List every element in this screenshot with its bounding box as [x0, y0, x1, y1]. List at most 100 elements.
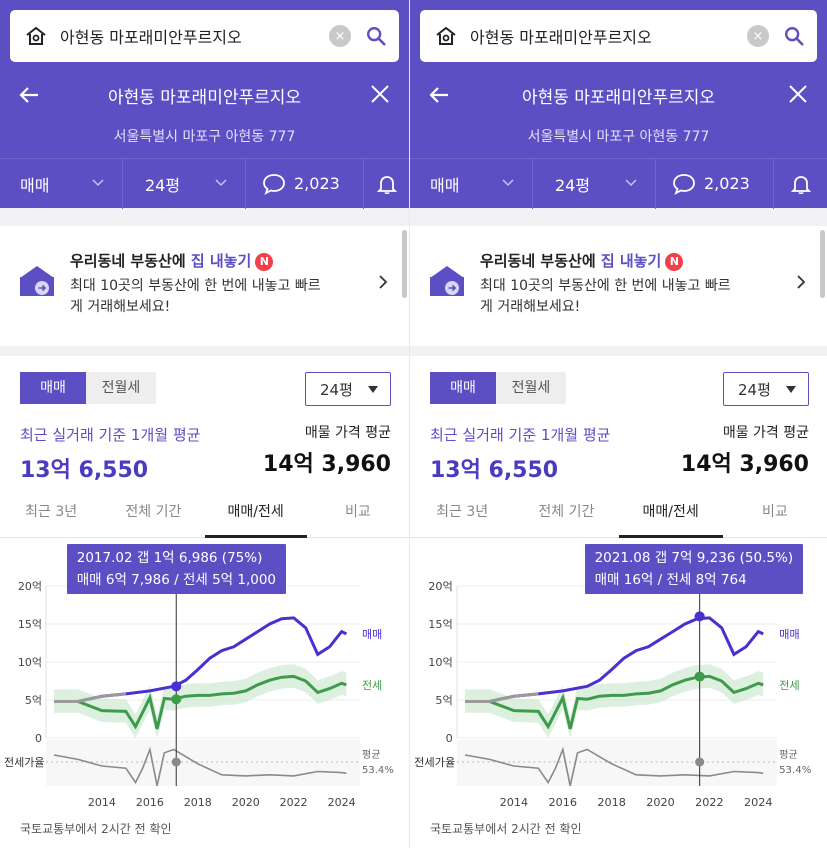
- app-panel-left: 아현동 마포래미안푸르지오 × 아현동 마포래미안푸르지오 서울특별시 마포구 …: [0, 0, 409, 848]
- address-text: 서울특별시 마포구 아현동 777: [113, 129, 296, 145]
- ratio-band: [46, 740, 360, 786]
- speech-bubble-icon: [673, 173, 695, 195]
- x-tick-label: 2016: [549, 796, 578, 809]
- deal-type-dropdown[interactable]: 매매: [410, 158, 533, 209]
- size-dropdown[interactable]: 24평: [533, 158, 656, 209]
- search-bar[interactable]: 아현동 마포래미안푸르지오 ×: [10, 10, 399, 62]
- recent-average-value: 13억 6,550: [20, 458, 149, 483]
- x-tick-label: 2022: [695, 796, 724, 809]
- chart-tooltip: 2017.02 갭 1억 6,986 (75%) 매매 6억 7,986 / 전세…: [66, 544, 287, 594]
- size-select[interactable]: 24평: [723, 372, 809, 406]
- sale-series-label: 매매: [779, 628, 800, 641]
- tab-sale-jeonse[interactable]: 매매/전세: [618, 490, 724, 538]
- listing-average-value: 14억 3,960: [680, 452, 809, 477]
- close-icon[interactable]: [787, 83, 809, 105]
- house-icon: [430, 266, 464, 296]
- y-tick-label: 10억: [428, 656, 453, 669]
- x-tick-label: 2024: [744, 796, 773, 809]
- size-select[interactable]: 24평: [305, 372, 391, 406]
- tab-all-period[interactable]: 전체 기간: [125, 504, 182, 520]
- tab-compare[interactable]: 비교: [344, 504, 371, 520]
- chevron-right-icon: [797, 275, 806, 289]
- home-icon: [436, 26, 456, 45]
- price-chart[interactable]: 20억 15억 10억 5억 0 전세가율 평균 53.4% 2014 2016 2018 2020 2…: [410, 538, 827, 838]
- dropdown-triangle-icon: [786, 386, 796, 393]
- ratio-average-label: 평균: [779, 749, 798, 761]
- search-input[interactable]: 아현동 마포래미안푸르지오: [60, 28, 242, 47]
- clear-icon[interactable]: ×: [329, 25, 351, 47]
- tab-recent-3y[interactable]: 최근 3년: [436, 504, 489, 520]
- home-icon: [26, 26, 46, 45]
- filter-bar: 매매 24평 2,023: [410, 158, 827, 209]
- ratio-average-value: 53.4%: [779, 765, 812, 776]
- tooltip-line-2: 매매 6억 7,986 / 전세 5억 1,000: [76, 572, 277, 588]
- x-tick-label: 2020: [232, 796, 260, 809]
- comments-button[interactable]: 2,023: [656, 158, 774, 209]
- sale-cursor-dot: [171, 681, 182, 692]
- price-section: 매매 전월세 24평 최근 실거래 기준 1개월 평균 13억 6,550 매물…: [0, 356, 409, 848]
- back-arrow-icon[interactable]: [18, 83, 42, 107]
- ratio-series-line: [53, 746, 347, 786]
- tab-sale-jeonse[interactable]: 매매/전세: [204, 490, 308, 538]
- ratio-average-value: 53.4%: [362, 765, 394, 776]
- listing-average-label: 매물 가격 평균: [304, 425, 391, 441]
- size-label: 24평: [145, 175, 181, 195]
- search-input[interactable]: 아현동 마포래미안푸르지오: [470, 28, 652, 47]
- y-tick-label: 15억: [18, 618, 42, 631]
- tab-compare[interactable]: 비교: [761, 504, 788, 520]
- x-tick-label: 2014: [88, 796, 116, 809]
- banner-description: 최대 10곳의 부동산에 한 번에 내놓고 빠르게 거래해보세요!: [70, 278, 321, 315]
- search-bar[interactable]: 아현동 마포래미안푸르지오 ×: [420, 10, 817, 62]
- x-tick-label: 2016: [136, 796, 164, 809]
- page-title: 아현동 마포래미안푸르지오: [521, 87, 716, 108]
- size-select-value: 24평: [320, 380, 353, 399]
- y-tick-label: 0: [446, 732, 453, 745]
- split-divider: [408, 0, 411, 848]
- jeonse-cursor-dot: [694, 671, 705, 682]
- chevron-down-icon: [502, 178, 514, 186]
- segment-rent[interactable]: 전월세: [511, 380, 551, 396]
- jeonse-range-band: [465, 664, 764, 738]
- size-dropdown[interactable]: 24평: [123, 158, 246, 209]
- data-source-note: 국토교통부에서 2시간 전 확인: [20, 822, 172, 836]
- list-property-banner[interactable]: 우리동네 부동산에 집 내놓기 N 최대 10곳의 부동산에 한 번에 내놓고 빠…: [0, 226, 409, 346]
- scrollbar-thumb[interactable]: [820, 230, 825, 298]
- banner-title: 우리동네 부동산에 집 내놓기 N: [480, 250, 684, 271]
- list-property-banner[interactable]: 우리동네 부동산에 집 내놓기 N 최대 10곳의 부동산에 한 번에 내놓고 빠…: [410, 226, 827, 346]
- banner-description: 최대 10곳의 부동산에 한 번에 내놓고 빠르게 거래해보세요!: [480, 278, 731, 315]
- sale-series-line: [54, 616, 348, 703]
- segment-rent[interactable]: 전월세: [101, 380, 141, 396]
- search-icon[interactable]: [783, 25, 805, 47]
- scrollbar-thumb[interactable]: [402, 230, 407, 298]
- back-arrow-icon[interactable]: [428, 83, 452, 107]
- chart-tooltip: 2021.08 갭 7억 9,236 (50.5%) 매매 16억 / 전세 8억…: [584, 544, 804, 594]
- chevron-down-icon: [215, 178, 227, 186]
- deal-type-dropdown[interactable]: 매매: [0, 158, 123, 209]
- comments-button[interactable]: 2,023: [246, 158, 364, 209]
- house-icon: [20, 266, 54, 296]
- close-icon[interactable]: [369, 83, 391, 105]
- price-section: 매매 전월세 24평 최근 실거래 기준 1개월 평균 13억 6,550 매물…: [410, 356, 827, 848]
- search-icon[interactable]: [365, 25, 387, 47]
- deal-type-label: 매매: [430, 175, 460, 195]
- y-tick-label: 20억: [18, 580, 42, 593]
- ratio-label: 전세가율: [414, 756, 455, 769]
- tab-all-period[interactable]: 전체 기간: [538, 504, 595, 520]
- notification-button[interactable]: [364, 159, 409, 209]
- ratio-cursor-dot: [171, 757, 181, 767]
- notification-button[interactable]: [774, 159, 827, 209]
- deal-segment-control: 매매 전월세: [20, 372, 156, 404]
- segment-sale[interactable]: 매매: [20, 372, 86, 404]
- period-tabs: 최근 3년 전체 기간 매매/전세 비교: [410, 490, 827, 538]
- ratio-label: 전세가율: [4, 756, 44, 769]
- x-tick-label: 2020: [646, 796, 675, 809]
- clear-icon[interactable]: ×: [747, 25, 769, 47]
- jeonse-range-band: [54, 664, 347, 738]
- dropdown-triangle-icon: [368, 386, 378, 393]
- segment-sale[interactable]: 매매: [430, 372, 496, 404]
- chevron-down-icon: [625, 178, 637, 186]
- page-title: 아현동 마포래미안푸르지오: [107, 87, 302, 108]
- tab-recent-3y[interactable]: 최근 3년: [25, 504, 78, 520]
- ratio-band: [456, 740, 778, 786]
- listing-average-value: 14억 3,960: [262, 452, 391, 477]
